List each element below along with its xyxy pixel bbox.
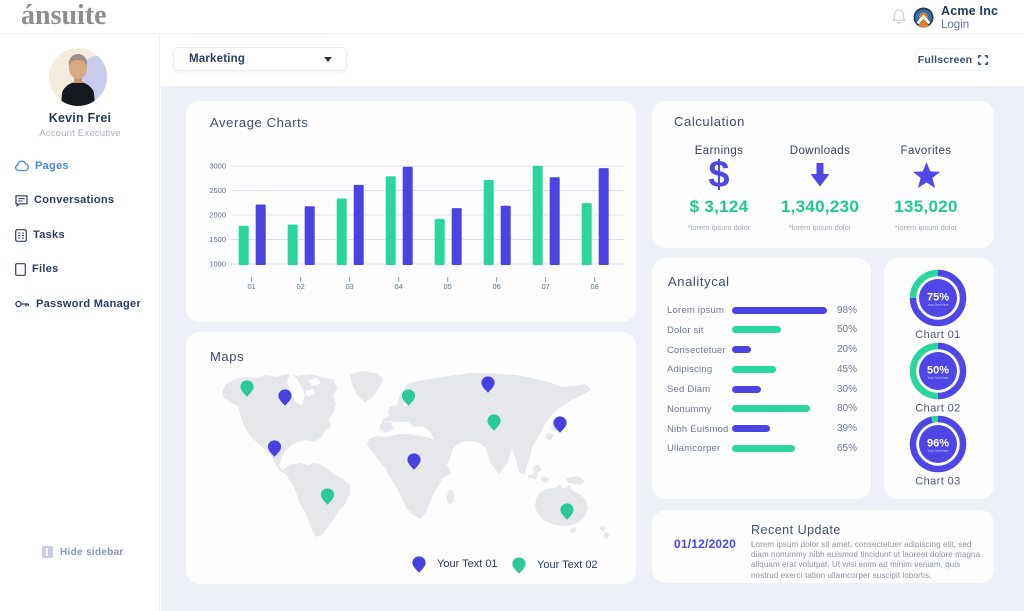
svg-text:1000: 1000 <box>209 260 226 269</box>
svg-text:3000: 3000 <box>209 162 226 171</box>
svg-text:1500: 1500 <box>209 235 226 244</box>
svg-text:07: 07 <box>542 282 550 291</box>
svg-text:Chart 01: Chart 01 <box>915 329 960 341</box>
svg-text:Your Text Here: Your Text Here <box>928 449 949 453</box>
svg-text:01: 01 <box>248 282 256 291</box>
svg-text:Chart 03: Chart 03 <box>915 476 960 488</box>
svg-text:2500: 2500 <box>209 186 226 195</box>
svg-text:2000: 2000 <box>209 211 226 220</box>
svg-text:08: 08 <box>591 282 599 291</box>
svg-text:03: 03 <box>346 282 354 291</box>
svg-text:75%: 75% <box>927 292 949 304</box>
svg-text:06: 06 <box>493 282 501 291</box>
svg-text:04: 04 <box>395 282 403 291</box>
svg-text:Your Text Here: Your Text Here <box>928 376 949 380</box>
svg-text:96%: 96% <box>927 438 949 450</box>
svg-text:Chart 02: Chart 02 <box>915 403 960 415</box>
svg-text:05: 05 <box>444 282 452 291</box>
svg-text:Your Text Here: Your Text Here <box>928 303 949 307</box>
svg-text:Your Text 02: Your Text 02 <box>537 559 598 571</box>
svg-text:02: 02 <box>297 282 305 291</box>
svg-text:50%: 50% <box>927 365 949 377</box>
svg-text:Your Text 01: Your Text 01 <box>437 558 498 570</box>
